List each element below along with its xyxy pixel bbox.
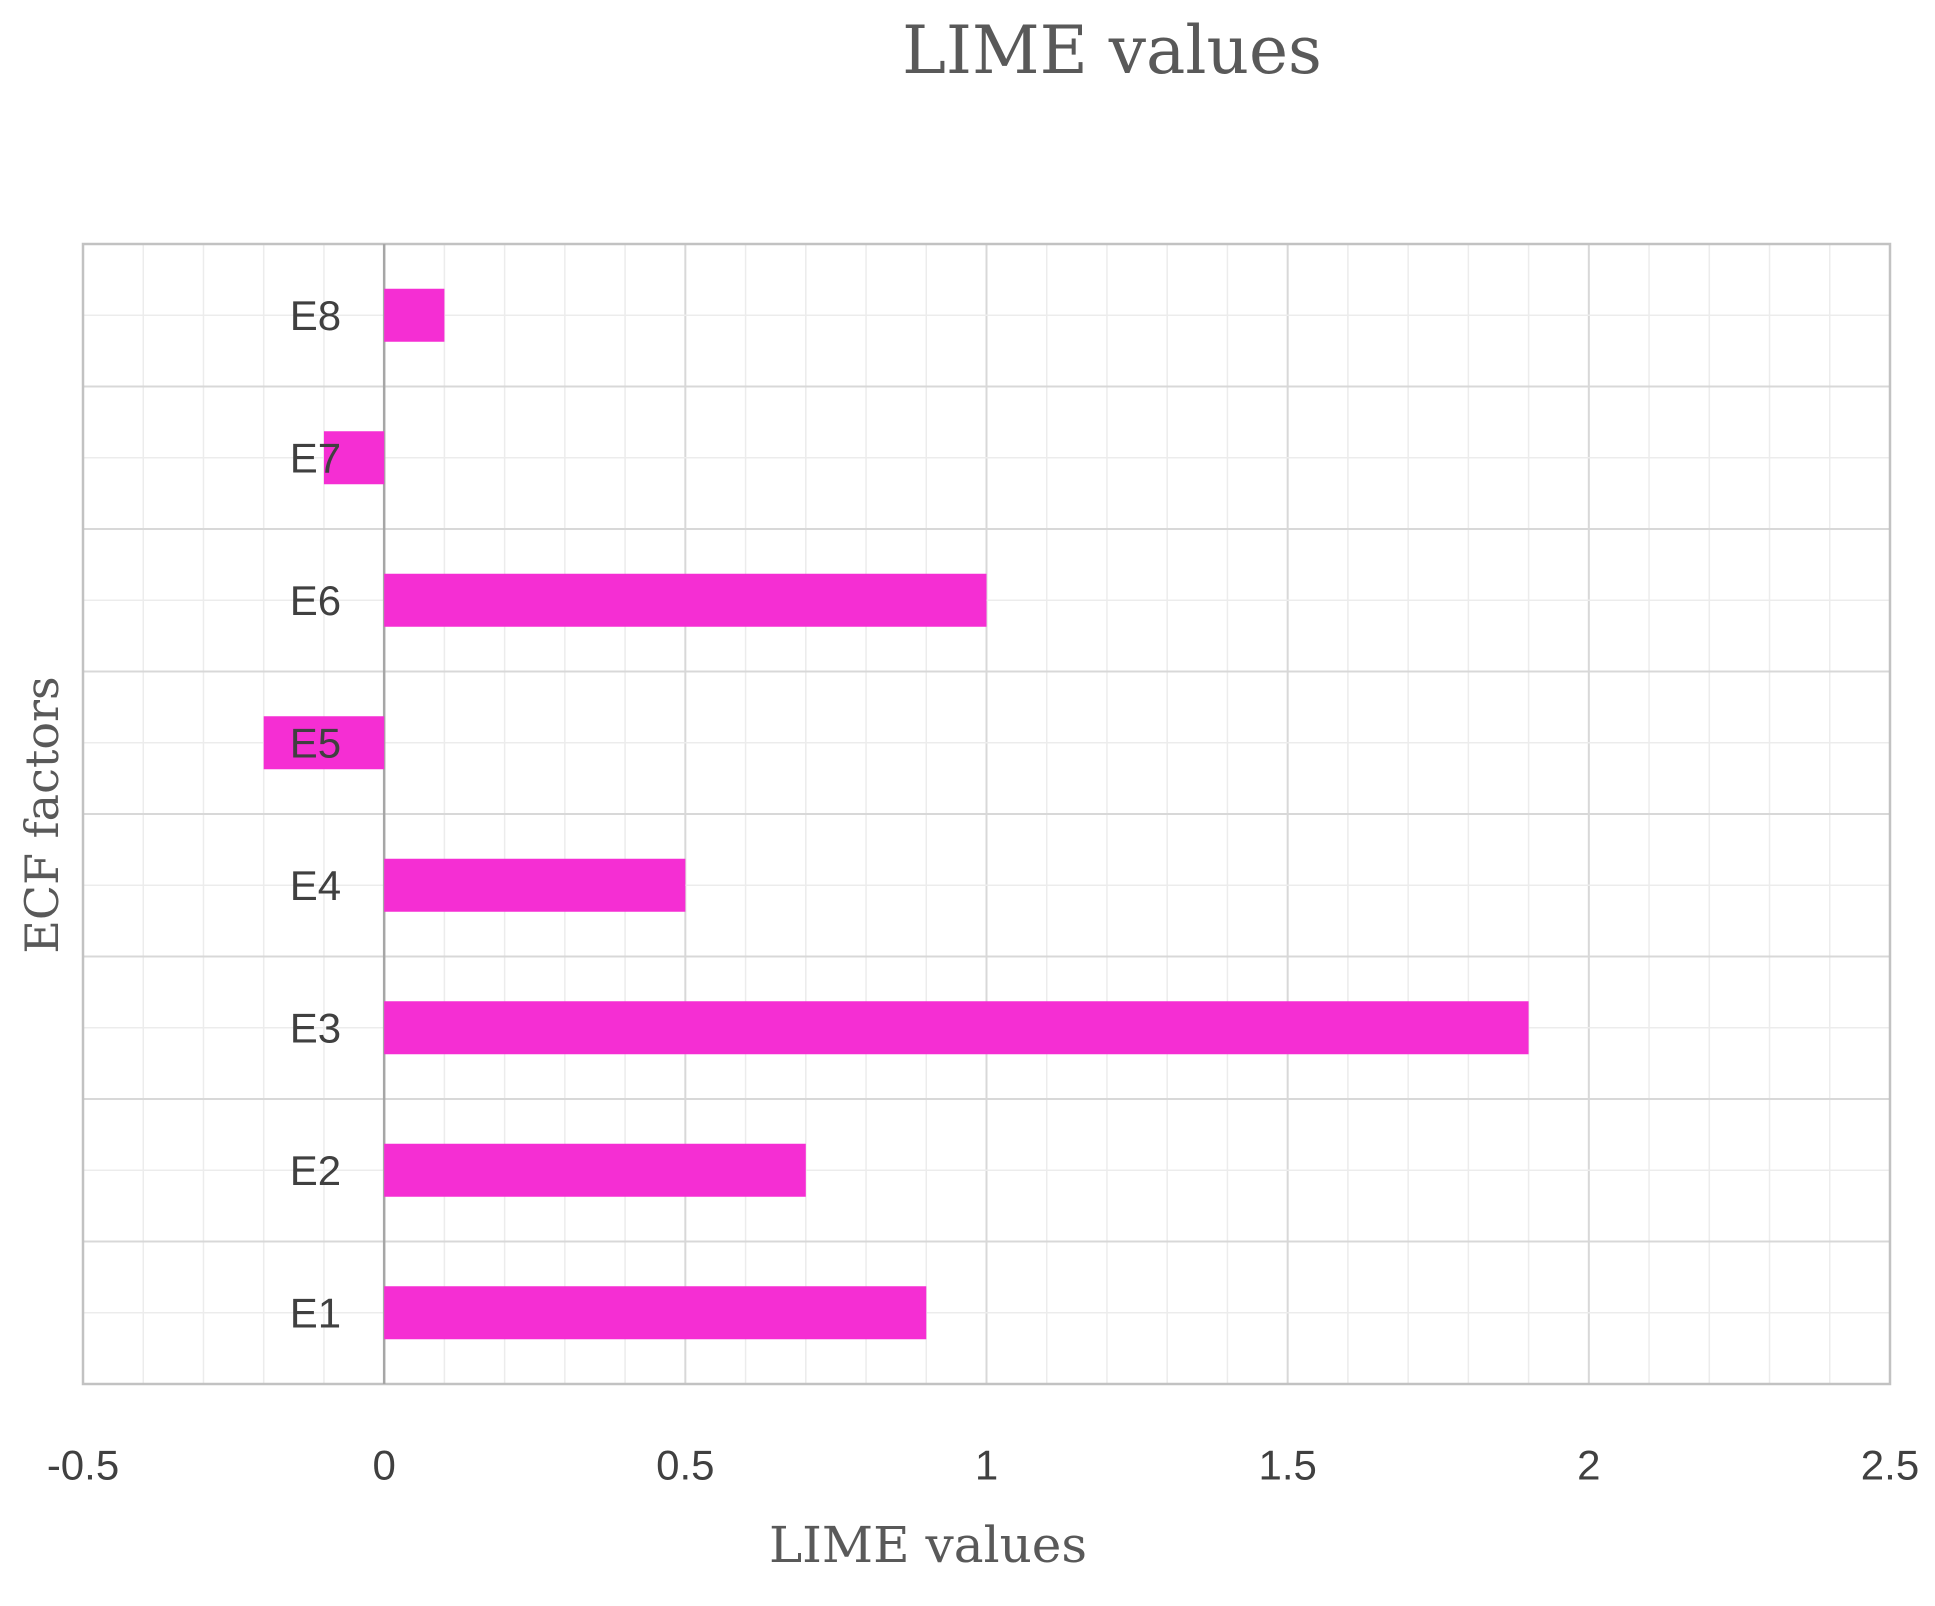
x-tick-label: -0.5	[47, 1442, 119, 1489]
bar-E3	[384, 1001, 1529, 1055]
category-label-E4: E4	[290, 862, 341, 909]
bar-E4	[384, 858, 686, 912]
x-tick-label: 1.5	[1258, 1442, 1316, 1489]
bar-E6	[384, 573, 987, 627]
x-tick-label: 2.5	[1861, 1442, 1919, 1489]
category-label-E1: E1	[290, 1289, 341, 1336]
chart-title: LIME values	[902, 12, 1322, 89]
bar-E2	[384, 1143, 806, 1197]
category-label-E7: E7	[290, 434, 341, 481]
x-tick-label: 0.5	[656, 1442, 714, 1489]
bar-E5	[263, 716, 385, 770]
category-label-E6: E6	[290, 577, 341, 624]
x-axis-title: LIME values	[768, 1516, 1088, 1574]
category-label-E8: E8	[290, 292, 341, 339]
bar-E8	[384, 288, 445, 342]
bar-E7	[323, 431, 385, 485]
x-tick-label: 0	[372, 1442, 395, 1489]
x-tick-label: 2	[1577, 1442, 1600, 1489]
plot-border	[81, 242, 1892, 1386]
category-label-E3: E3	[290, 1004, 341, 1051]
x-tick-label: 1	[975, 1442, 998, 1489]
category-label-E5: E5	[290, 719, 341, 766]
category-label-E2: E2	[290, 1147, 341, 1194]
bar-E1	[384, 1286, 927, 1340]
